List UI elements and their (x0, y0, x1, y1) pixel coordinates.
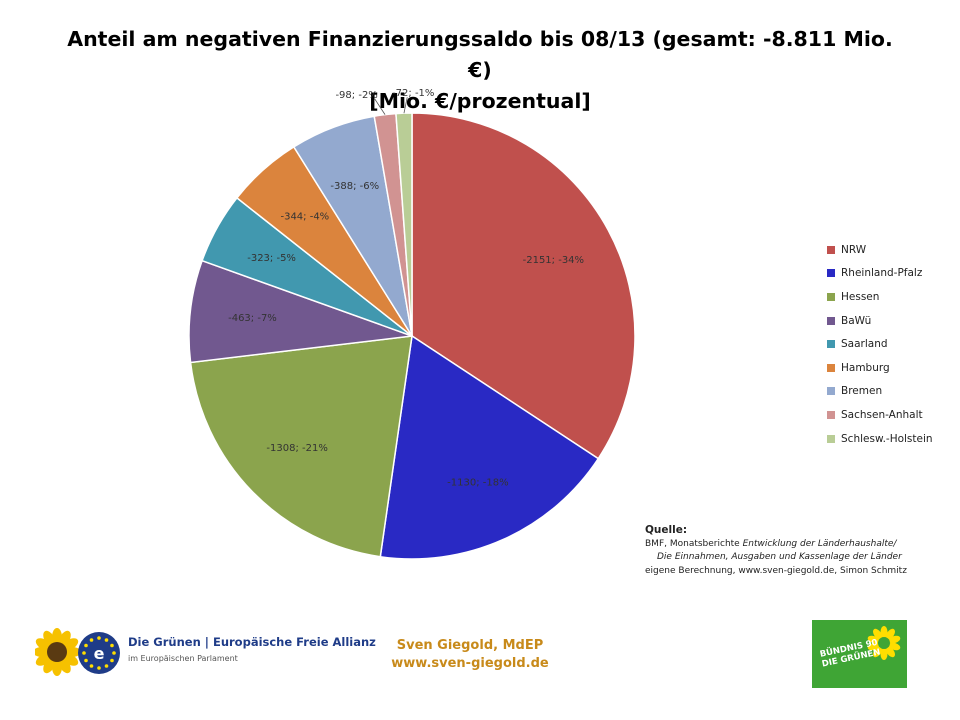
legend-label: Rheinland-Pfalz (841, 267, 923, 280)
legend-item: Bremen (827, 380, 933, 404)
pie-chart: -2151; -34% -1130; -18% -1308; -21% -463; -… (188, 88, 636, 560)
legend-label: Bremen (841, 385, 883, 398)
legend-item: Hamburg (827, 356, 933, 380)
data-label: -388; -6% (330, 181, 379, 192)
legend: NRW Rheinland-Pfalz Hessen BaWü Saarland Hamb… (827, 238, 933, 450)
legend-item: Schlesw.-Holstein (827, 427, 933, 451)
source-line-2: Die Einnahmen, Ausgaben und Kassenlage d… (657, 552, 902, 562)
pie-slices (188, 112, 636, 560)
pie-slice-schlesw-holstein (395, 112, 413, 337)
leader-line (374, 98, 386, 115)
greens-logo: BÜNDNIS 90 DIE GRÜNEN (812, 620, 907, 688)
greens-wordmark: BÜNDNIS 90 DIE GRÜNEN (819, 638, 881, 670)
efa-name: Die Grünen | Europäische Freie Allianz (128, 635, 376, 649)
svg-text:e: e (94, 644, 105, 663)
legend-label: Hamburg (841, 361, 890, 374)
legend-swatch (827, 410, 835, 419)
legend-item: Rheinland-Pfalz (827, 262, 933, 286)
source-heading: Quelle: (645, 524, 688, 536)
chart-title-line1: Anteil am negativen Finanzierungssaldo b… (67, 27, 893, 82)
data-label: -463; -7% (228, 313, 277, 324)
legend-item: Sachsen-Anhalt (827, 403, 933, 427)
legend-item: Hessen (827, 285, 933, 309)
legend-label: Schlesw.-Holstein (841, 432, 933, 445)
pie-slice-baw- (188, 259, 413, 364)
legend-label: Saarland (841, 338, 888, 351)
pie-slice-hessen (189, 335, 413, 558)
legend-swatch (827, 269, 835, 278)
data-label: -1130; -18% (447, 477, 508, 488)
legend-swatch (827, 434, 835, 443)
data-label: -2151; -34% (523, 255, 584, 266)
author-name: Sven Giegold, MdEP (396, 638, 544, 653)
footer-author: Sven Giegold, MdEP www.sven-giegold.de (370, 637, 570, 673)
legend-swatch (827, 245, 835, 254)
legend-swatch (827, 292, 835, 301)
legend-swatch (827, 316, 835, 325)
data-label: -72; -1% (392, 88, 434, 99)
data-labels: -2151; -34% -1130; -18% -1308; -21% -463; -… (228, 88, 584, 488)
data-label: -98; -2% (335, 90, 377, 101)
source-line-1-italic: Entwicklung der Länderhaushalte/ (742, 538, 897, 549)
eu-stars-icon: e (78, 632, 120, 674)
legend-label: BaWü (841, 314, 872, 327)
source-line-1: BMF, Monatsberichte Entwicklung der Länd… (645, 538, 907, 552)
efa-subtitle: im Europäischen Parlament (128, 654, 238, 663)
source-line-1-prefix: BMF, Monatsberichte (645, 538, 743, 549)
sunflower-icon (35, 628, 79, 676)
author-website[interactable]: www.sven-giegold.de (391, 656, 549, 671)
leader-line (403, 97, 408, 114)
source-note: Quelle: BMF, Monatsberichte Entwicklung … (645, 524, 907, 578)
data-label: -1308; -21% (266, 443, 327, 454)
data-label: -323; -5% (247, 253, 296, 264)
leader-lines (374, 97, 408, 115)
legend-label: Hessen (841, 290, 880, 303)
legend-label: Sachsen-Anhalt (841, 408, 923, 421)
data-label: -344; -4% (280, 211, 329, 222)
legend-label: NRW (841, 243, 867, 256)
sunflower-icon (867, 626, 901, 660)
legend-swatch (827, 340, 835, 349)
legend-swatch (827, 363, 835, 372)
efa-logo: e Die Grünen | Europäische Freie Allianz… (35, 627, 376, 679)
source-line-3: eigene Berechnung, www.sven-giegold.de, … (645, 565, 907, 576)
legend-item: BaWü (827, 309, 933, 333)
legend-item: NRW (827, 238, 933, 262)
legend-item: Saarland (827, 332, 933, 356)
legend-swatch (827, 387, 835, 396)
pie-slice-rheinland-pfalz (379, 334, 600, 560)
